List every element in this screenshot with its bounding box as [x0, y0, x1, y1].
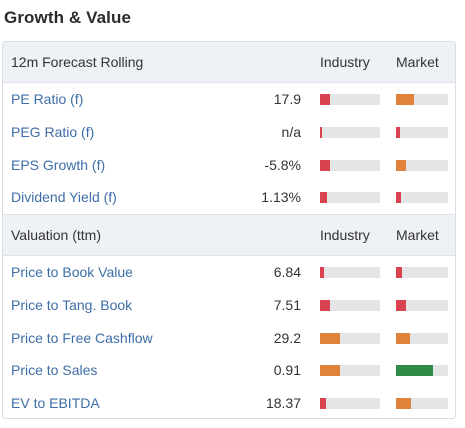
market-bar: [396, 94, 448, 105]
industry-bar-fill: [320, 192, 327, 204]
industry-bar: [320, 192, 380, 204]
market-bar: [396, 126, 448, 138]
metric-link[interactable]: Price to Book Value: [11, 264, 133, 280]
industry-bar-fill: [320, 126, 322, 138]
section-label: Valuation (ttm): [11, 227, 101, 243]
market-column-header: Market: [396, 54, 439, 70]
market-bar-fill: [396, 126, 400, 138]
metric-row-peg-ratio: PEG Ratio (f) n/a: [3, 116, 455, 149]
industry-bar: [320, 159, 380, 171]
section-header-valuation: Valuation (ttm) Industry Market: [3, 214, 455, 256]
metric-value: 18.37: [265, 395, 301, 411]
industry-bar: [320, 267, 380, 278]
metric-value: 7.51: [273, 296, 301, 313]
industry-bar-fill: [320, 332, 340, 344]
widget-title: Growth & Value: [4, 8, 132, 27]
metric-link[interactable]: Price to Tang. Book: [11, 296, 133, 313]
market-column-header: Market: [396, 227, 439, 243]
market-bar-fill: [396, 365, 433, 377]
metric-link[interactable]: Price to Sales: [11, 362, 98, 379]
metric-link[interactable]: EV to EBITDA: [11, 395, 100, 411]
metric-value: -5.8%: [264, 156, 301, 173]
metric-value: 17.9: [273, 91, 301, 107]
market-bar-fill: [396, 299, 406, 311]
market-bar-fill: [396, 398, 411, 409]
market-bar: [396, 192, 448, 204]
industry-bar-fill: [320, 159, 330, 171]
market-bar-fill: [396, 94, 414, 105]
metric-value: 29.2: [273, 329, 301, 346]
market-bar: [396, 365, 448, 377]
metric-row-dividend-yield: Dividend Yield (f) 1.13%: [3, 181, 455, 214]
industry-bar: [320, 332, 380, 344]
industry-bar-fill: [320, 299, 330, 311]
metric-link[interactable]: PEG Ratio (f): [11, 123, 95, 140]
metric-value: 1.13%: [261, 189, 301, 206]
market-bar: [396, 299, 448, 311]
metric-value: 6.84: [273, 264, 301, 280]
market-bar: [396, 332, 448, 344]
industry-bar: [320, 299, 380, 311]
metric-link[interactable]: EPS Growth (f): [11, 156, 106, 173]
market-bar-fill: [396, 332, 410, 344]
metric-row-price-to-tang-book: Price to Tang. Book 7.51: [3, 289, 455, 322]
metric-link[interactable]: Price to Free Cashflow: [11, 329, 153, 346]
metric-row-pe-ratio: PE Ratio (f) 17.9: [3, 83, 455, 116]
market-bar: [396, 398, 448, 409]
metric-row-price-to-book: Price to Book Value 6.84: [3, 256, 455, 289]
market-bar: [396, 267, 448, 278]
metric-link[interactable]: PE Ratio (f): [11, 91, 84, 107]
metric-row-eps-growth: EPS Growth (f) -5.8%: [3, 149, 455, 182]
market-bar-fill: [396, 159, 406, 171]
market-bar: [396, 159, 448, 171]
metric-value: n/a: [281, 123, 301, 140]
market-bar-fill: [396, 192, 401, 204]
metric-link[interactable]: Dividend Yield (f): [11, 189, 117, 206]
industry-bar-fill: [320, 94, 330, 105]
industry-bar-fill: [320, 267, 324, 278]
industry-bar: [320, 398, 380, 409]
metrics-panel: 12m Forecast Rolling Industry Market PE …: [2, 41, 456, 419]
industry-bar-fill: [320, 398, 326, 409]
industry-bar: [320, 365, 380, 377]
industry-bar-fill: [320, 365, 340, 377]
metric-row-ev-to-ebitda: EV to EBITDA 18.37: [3, 387, 455, 418]
metric-value: 0.91: [273, 362, 301, 379]
market-bar-fill: [396, 267, 402, 278]
metric-row-price-to-free-cashflow: Price to Free Cashflow 29.2: [3, 322, 455, 355]
section-label: 12m Forecast Rolling: [11, 54, 144, 70]
industry-column-header: Industry: [320, 227, 370, 243]
industry-column-header: Industry: [320, 54, 370, 70]
industry-bar: [320, 126, 380, 138]
section-header-forecast: 12m Forecast Rolling Industry Market: [3, 42, 455, 83]
metric-row-price-to-sales: Price to Sales 0.91: [3, 354, 455, 387]
industry-bar: [320, 94, 380, 105]
